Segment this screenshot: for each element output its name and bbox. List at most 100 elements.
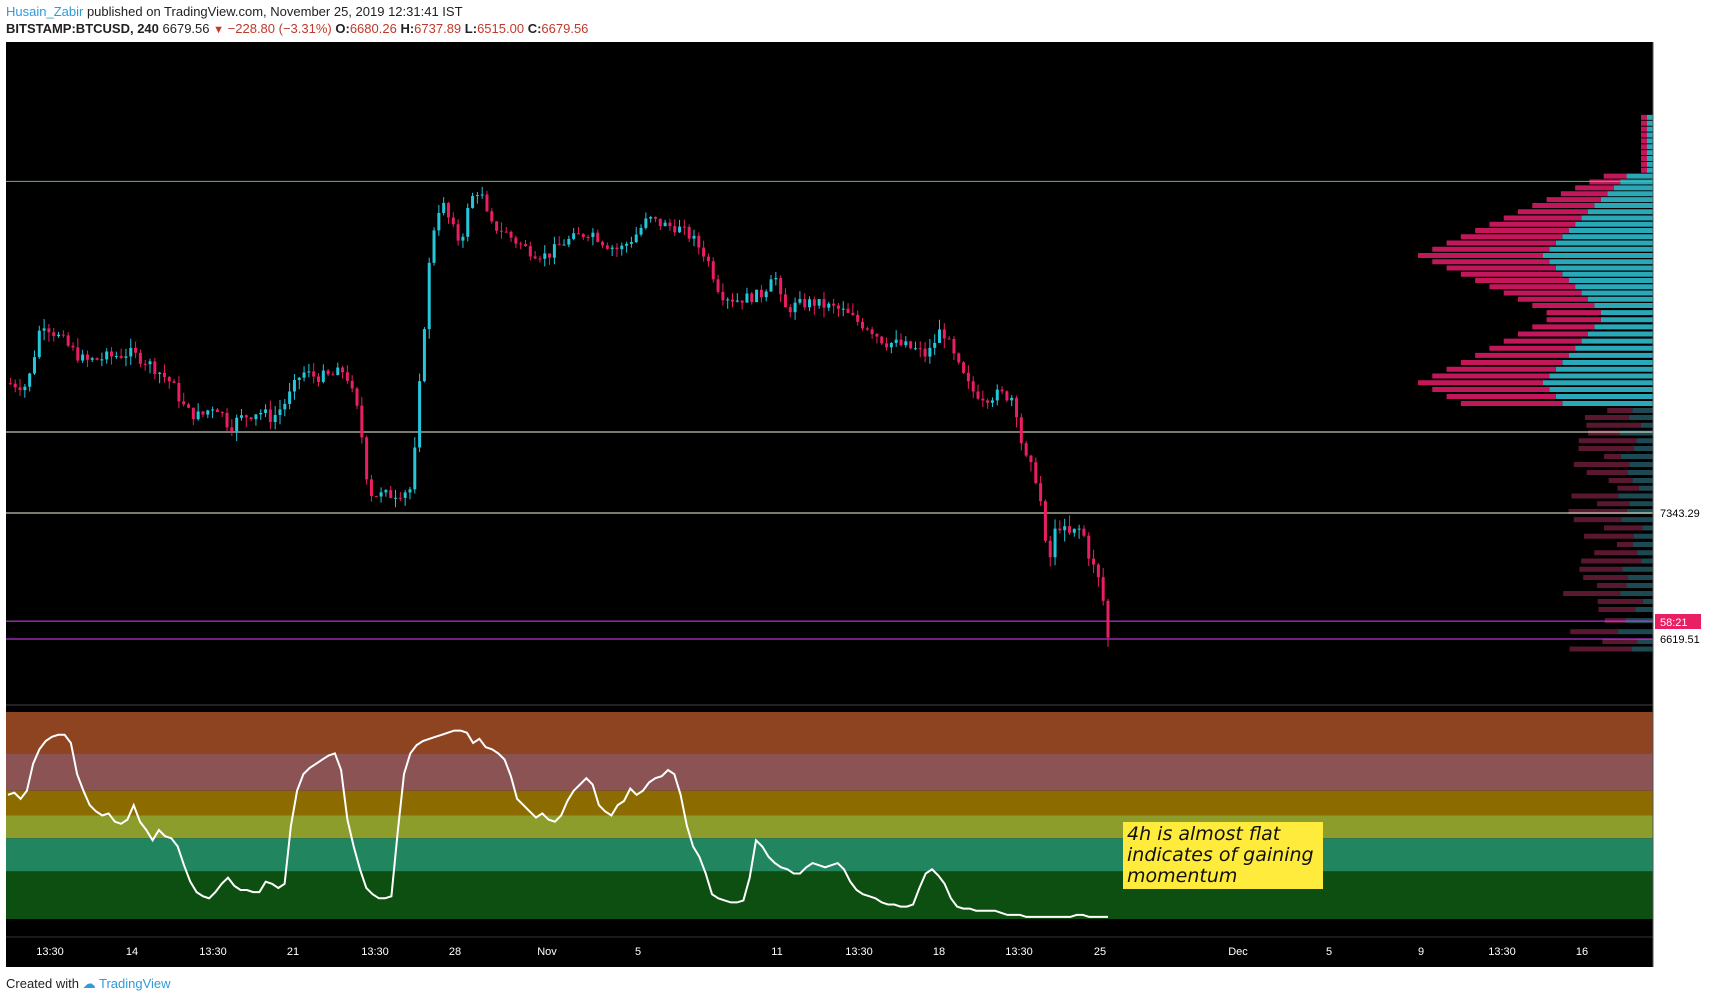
- candle-body: [673, 226, 676, 232]
- candle-body: [466, 208, 469, 237]
- candle-body: [110, 351, 113, 356]
- candle-body: [933, 343, 936, 348]
- price-tick-label: 8750.00: [1660, 301, 1700, 313]
- candle-body: [996, 390, 999, 401]
- candle-body: [57, 335, 60, 336]
- volume-down-bar: [1579, 438, 1637, 443]
- volume-up-bar: [1562, 234, 1653, 239]
- volume-up-bar: [1637, 639, 1653, 644]
- candle-body: [235, 418, 238, 431]
- volume-down-bar: [1641, 162, 1647, 167]
- volume-down-bar: [1447, 394, 1556, 399]
- candle-body: [76, 347, 79, 360]
- volume-up-bar: [1620, 180, 1653, 185]
- candle-body: [678, 227, 681, 233]
- volume-down-bar: [1489, 284, 1575, 289]
- volume-up-bar: [1643, 599, 1653, 604]
- candle-body: [659, 219, 662, 226]
- candle-body: [798, 299, 801, 303]
- candle-body: [293, 380, 296, 392]
- volume-down-bar: [1432, 387, 1549, 392]
- volume-up-bar: [1629, 501, 1653, 506]
- volume-down-bar: [1461, 401, 1562, 406]
- candle-body: [457, 224, 460, 240]
- volume-down-bar: [1641, 150, 1647, 155]
- time-tick-label: 13:30: [1488, 946, 1516, 958]
- candle-body: [558, 244, 561, 245]
- candle-body: [1034, 462, 1037, 483]
- price-axis[interactable]: 10750.00 10350.00 9950.00 9550.00 9150.00 875…: [1660, 62, 1706, 710]
- candle-body: [919, 348, 922, 349]
- tradingview-link[interactable]: TradingView: [99, 976, 171, 991]
- candle-body: [890, 343, 893, 347]
- volume-up-bar: [1549, 387, 1653, 392]
- volume-down-bar: [1447, 241, 1556, 246]
- volume-down-bar: [1504, 291, 1582, 296]
- volume-up-bar: [1641, 423, 1653, 428]
- volume-down-bar: [1585, 415, 1629, 420]
- oscillator-zone-0: [6, 712, 1653, 753]
- candle-body: [721, 292, 724, 300]
- candle-body: [264, 409, 267, 413]
- volume-up-bar: [1582, 291, 1653, 296]
- volume-up-bar: [1629, 415, 1653, 420]
- volume-down-bar: [1489, 346, 1575, 351]
- candle-body: [1005, 391, 1008, 400]
- candle-body: [668, 223, 671, 226]
- level-price-tag: 7343.29: [1660, 508, 1700, 520]
- candle-body: [365, 437, 368, 479]
- volume-up-bar: [1588, 209, 1653, 214]
- volume-up-bar: [1556, 367, 1653, 372]
- volume-down-bar: [1583, 575, 1627, 580]
- candle-body: [712, 261, 715, 279]
- candle-body: [428, 263, 431, 329]
- volume-up-bar: [1639, 486, 1653, 491]
- volume-up-bar: [1582, 216, 1653, 221]
- candle-body: [1073, 529, 1076, 533]
- candle-body: [307, 371, 310, 372]
- annotation-callout[interactable]: 4h is almost flat indicates of gaining m…: [1123, 822, 1323, 889]
- volume-down-bar: [1584, 534, 1634, 539]
- candle-body: [124, 356, 127, 357]
- volume-up-bar: [1562, 401, 1653, 406]
- candle-body: [1082, 529, 1085, 536]
- volume-down-bar: [1547, 317, 1601, 322]
- candle-body: [211, 409, 214, 410]
- time-tick-label: 16: [1576, 946, 1588, 958]
- oscillator-tick-label: 40.00: [1662, 831, 1690, 843]
- candle-body: [1044, 501, 1047, 541]
- candle-body: [861, 322, 864, 328]
- candle-body: [880, 337, 883, 344]
- candle-body: [630, 242, 633, 244]
- time-tick-label: 13:30: [361, 946, 389, 958]
- candle-body: [423, 329, 426, 381]
- candle-body: [644, 218, 647, 227]
- volume-down-bar: [1579, 567, 1622, 572]
- volume-up-bar: [1635, 607, 1653, 612]
- oscillator-axis[interactable]: 100.00 80.00 60.00 40.00 20.00 0.00: [1662, 707, 1696, 926]
- price-tick-label: 10350.00: [1660, 107, 1706, 119]
- volume-up-bar: [1582, 339, 1653, 344]
- oscillator-zone-2: [6, 791, 1653, 816]
- candle-body: [144, 364, 147, 365]
- candle-body: [173, 381, 176, 383]
- volume-down-bar: [1604, 454, 1621, 459]
- volume-up-bar: [1614, 185, 1653, 190]
- candle-body: [346, 372, 349, 381]
- candle-body: [461, 237, 464, 241]
- candle-body: [192, 408, 195, 419]
- volume-up-bar: [1556, 241, 1653, 246]
- candle-body: [524, 244, 527, 246]
- candle-body: [500, 231, 503, 232]
- candle-body: [707, 257, 710, 262]
- candle-body: [370, 479, 373, 496]
- oscillator-zone-5: [6, 871, 1653, 919]
- volume-up-bar: [1626, 583, 1653, 588]
- volume-down-bar: [1432, 374, 1549, 379]
- candle-body: [635, 235, 638, 243]
- candle-body: [33, 357, 36, 373]
- candle-body: [765, 292, 768, 298]
- candle-body: [899, 340, 902, 346]
- volume-down-bar: [1504, 216, 1582, 221]
